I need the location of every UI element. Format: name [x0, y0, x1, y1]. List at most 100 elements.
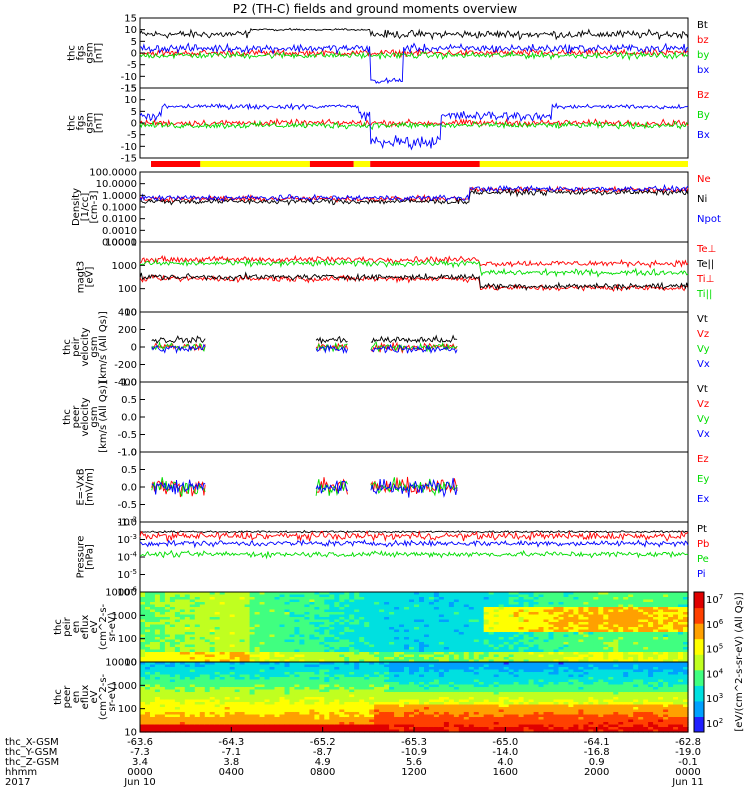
heatmap-cell	[384, 604, 390, 608]
heatmap-cell	[339, 712, 345, 716]
heatmap-cell	[598, 617, 604, 621]
heatmap-cell	[294, 637, 300, 641]
heatmap-cell	[334, 679, 340, 683]
heatmap-cell	[184, 629, 191, 633]
heatmap-cell	[274, 647, 281, 651]
heatmap-cell	[453, 629, 460, 633]
heatmap-cell	[558, 654, 565, 658]
heatmap-cell	[140, 677, 146, 681]
heatmap-cell	[548, 659, 555, 663]
heatmap-cell	[673, 647, 679, 651]
heatmap-cell	[463, 599, 470, 603]
heatmap-cell	[184, 677, 191, 681]
heatmap-cell	[279, 704, 286, 708]
heatmap-cell	[428, 669, 435, 673]
heatmap-cell	[150, 722, 156, 726]
heatmap-cell	[179, 642, 186, 646]
heatmap-cell	[219, 724, 226, 728]
heatmap-cell	[384, 622, 390, 626]
heatmap-cell	[294, 702, 300, 706]
heatmap-cell	[249, 644, 256, 648]
heatmap-cell	[553, 597, 560, 601]
heatmap-cell	[194, 609, 201, 613]
heatmap-cell	[488, 614, 495, 618]
heatmap-cell	[678, 607, 684, 611]
heatmap-cell	[179, 664, 186, 668]
heatmap-cell	[189, 642, 196, 646]
heatmap-cell	[468, 652, 475, 656]
heatmap-cell	[314, 717, 320, 721]
heatmap-cell	[438, 609, 445, 613]
heatmap-cell	[433, 727, 440, 731]
y-axis-label: [cm-3]	[89, 190, 100, 223]
heatmap-cell	[140, 674, 146, 678]
heatmap-cell	[224, 654, 231, 658]
heatmap-cell	[424, 707, 430, 711]
heatmap-cell	[279, 619, 286, 623]
heatmap-cell	[259, 607, 266, 611]
heatmap-cell	[409, 622, 415, 626]
heatmap-cell	[329, 664, 335, 668]
heatmap-cell	[269, 622, 276, 626]
heatmap-cell	[488, 604, 495, 608]
heatmap-cell	[364, 629, 370, 633]
heatmap-cell	[658, 649, 664, 653]
heatmap-cell	[458, 632, 465, 636]
heatmap-cell	[374, 594, 380, 598]
heatmap-cell	[374, 684, 380, 688]
heatmap-cell	[269, 714, 276, 718]
heatmap-cell	[344, 619, 350, 623]
heatmap-cell	[249, 602, 256, 606]
heatmap-cell	[379, 624, 385, 628]
heatmap-cell	[528, 639, 535, 643]
heatmap-cell	[364, 642, 370, 646]
heatmap-cell	[150, 682, 156, 686]
heatmap-cell	[623, 649, 629, 653]
heatmap-cell	[643, 629, 649, 633]
heatmap-cell	[264, 677, 271, 681]
heatmap-cell	[199, 654, 206, 658]
heatmap-cell	[633, 627, 639, 631]
heatmap-cell	[369, 597, 375, 601]
heatmap-cell	[573, 634, 579, 638]
heatmap-cell	[189, 674, 196, 678]
heatmap-cell	[344, 722, 350, 726]
heatmap-cell	[174, 657, 181, 661]
heatmap-cell	[349, 719, 355, 723]
heatmap-cell	[314, 724, 320, 728]
heatmap-cell	[433, 629, 440, 633]
heatmap-cell	[359, 724, 365, 728]
heatmap-cell	[548, 594, 555, 598]
heatmap-cell	[543, 639, 550, 643]
heatmap-cell	[573, 629, 579, 633]
heatmap-cell	[314, 729, 320, 733]
heatmap-cell	[174, 624, 181, 628]
heatmap-cell	[269, 687, 276, 691]
heatmap-cell	[443, 597, 450, 601]
y-tick-label: 10.0000	[96, 179, 137, 190]
heatmap-cell	[404, 634, 410, 638]
heatmap-cell	[399, 687, 405, 691]
heatmap-cell	[184, 664, 191, 668]
heatmap-cell	[374, 704, 380, 708]
heatmap-cell	[354, 697, 360, 701]
heatmap-cell	[483, 609, 490, 613]
heatmap-cell	[623, 592, 629, 596]
heatmap-cell	[628, 627, 634, 631]
heatmap-cell	[394, 657, 400, 661]
heatmap-cell	[673, 622, 679, 626]
heatmap-cell	[189, 722, 196, 726]
heatmap-cell	[284, 719, 291, 723]
heatmap-cell	[244, 614, 251, 618]
heatmap-cell	[354, 597, 360, 601]
heatmap-cell	[140, 654, 146, 658]
heatmap-cell	[145, 694, 151, 698]
heatmap-cell	[209, 634, 216, 638]
heatmap-cell	[140, 617, 146, 621]
heatmap-cell	[199, 707, 206, 711]
heatmap-cell	[404, 682, 410, 686]
heatmap-cell	[329, 692, 335, 696]
heatmap-cell	[443, 642, 450, 646]
heatmap-cell	[189, 669, 196, 673]
heatmap-cell	[548, 599, 555, 603]
